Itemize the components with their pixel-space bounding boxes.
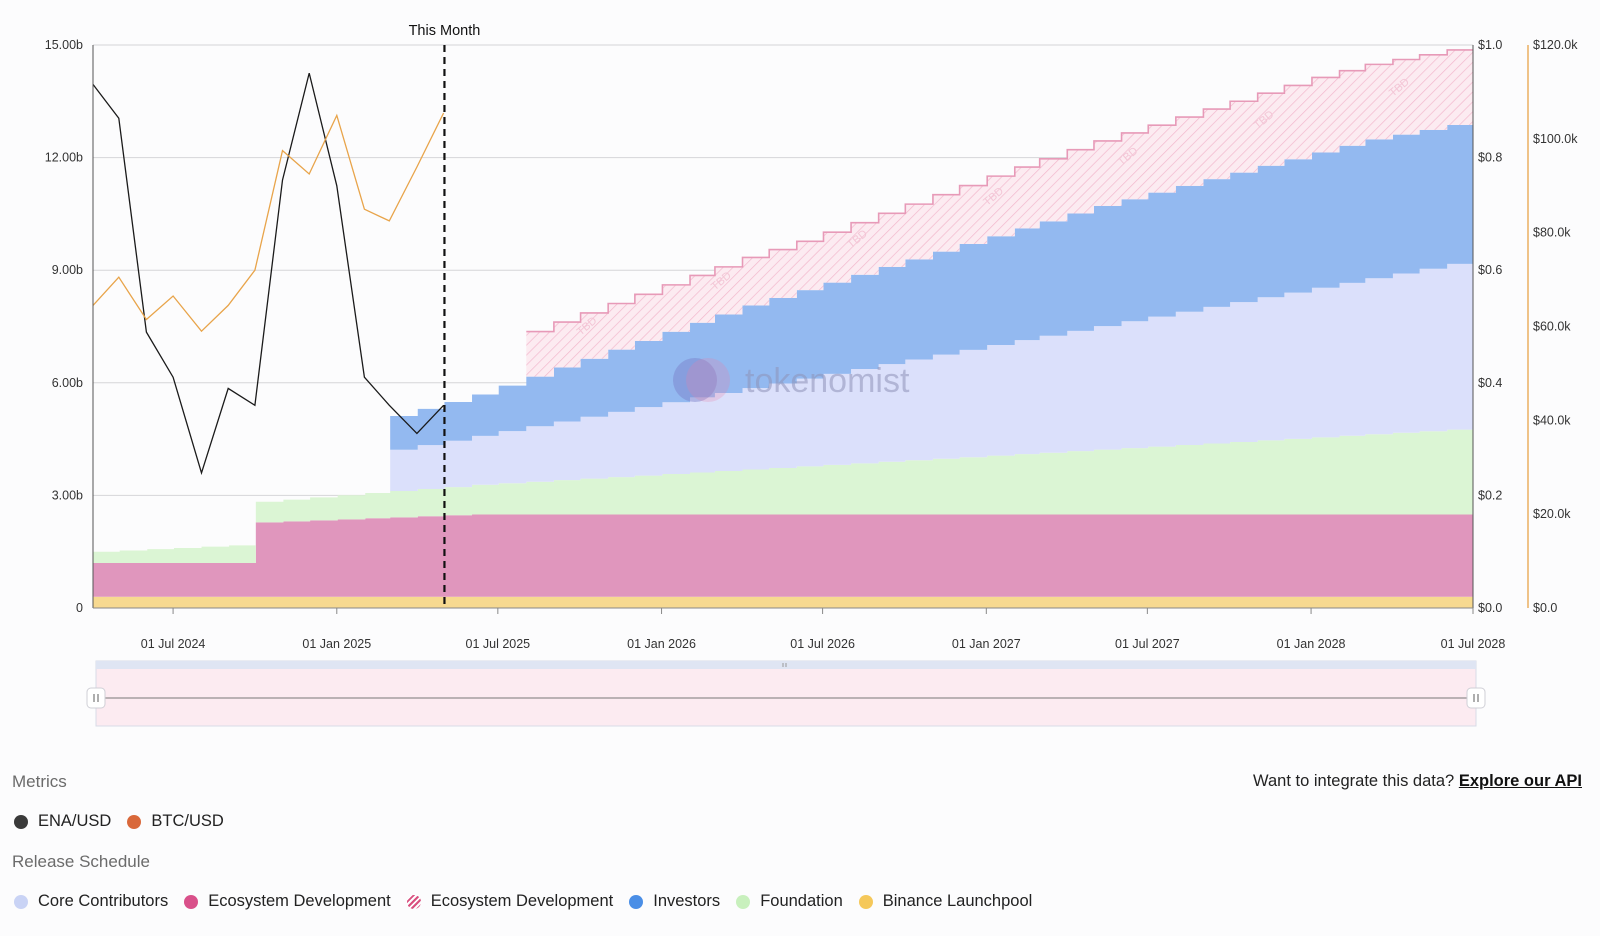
x-tick-label: 01 Jan 2027 [952,637,1021,651]
legend-item-btc-usd[interactable]: BTC/USD [127,812,224,831]
legend-label: Ecosystem Development [208,892,391,910]
left-tick-label: 6.00b [52,376,83,390]
ena-tick-label: $0.2 [1478,488,1502,502]
x-tick-label: 01 Jul 2026 [790,637,855,651]
line-ena-usd [92,72,445,476]
area-ecosystem-development-tbd [526,49,1473,377]
x-tick-label: 01 Jan 2028 [1277,637,1346,651]
legend-label: Binance Launchpool [882,892,1033,910]
legend-label: ENA/USD [38,812,112,830]
api-prefix: Want to integrate this data? [1253,772,1455,790]
api-promo: Want to integrate this data? Explore our… [1253,772,1582,791]
tokenomist-logo-icon [673,358,717,402]
metrics-legend: ENA/USD BTC/USD [14,812,240,831]
drag-handle-icon [1466,687,1486,709]
area-binance-launchpool [93,596,1473,608]
ena-tick-label: $1.0 [1478,38,1502,52]
legend-item-ecosystem-development[interactable]: Ecosystem Development [184,892,391,911]
btc-tick-label: $60.0k [1533,320,1571,334]
legend-label: Ecosystem Development [430,892,614,910]
legend-item-investors[interactable]: Investors [629,892,720,911]
btc-tick-label: $80.0k [1533,226,1571,240]
legend-label: BTC/USD [151,812,224,830]
legend-item-binance-launchpool[interactable]: Binance Launchpool [858,892,1033,911]
btc-tick-label: $0.0 [1533,601,1557,615]
tokenomist-logo-icon [686,358,730,402]
ena-tick-label: $0.6 [1478,263,1502,277]
circle-icon [736,894,751,909]
left-tick-label: 9.00b [52,263,83,277]
x-tick-label: 01 Jan 2026 [627,637,696,651]
unlock-chart: TBD TBD TBD TBD TBD TBD TBD tokenomist 0 3.00b 6… [45,23,1578,727]
schedule-legend: Core Contributors Ecosystem Development … [14,892,1048,911]
navigator-left-handle[interactable] [86,687,106,709]
area-ecosystem-development [93,514,1473,597]
x-tick-label: 01 Jul 2027 [1115,637,1180,651]
tbd-top-border [526,49,1473,333]
legend-item-ecosystem-development-tbd[interactable]: Ecosystem Development [406,892,614,911]
ena-tick-label: $0.0 [1478,601,1502,615]
x-tick-label: 01 Jan 2025 [302,637,371,651]
circle-icon [14,814,28,829]
legend-item-ena-usd[interactable]: ENA/USD [14,812,111,831]
left-tick-label: 0 [76,601,83,615]
circle-icon [858,894,873,909]
circle-icon [184,894,199,909]
x-tick-label: 01 Jul 2024 [141,637,206,651]
legend-label: Core Contributors [38,892,169,910]
watermark-text: tokenomist [745,362,910,400]
circle-icon [14,894,28,909]
metrics-title: Metrics [12,772,67,791]
legend-label: Foundation [760,892,843,910]
navigator-top-grip [782,663,787,667]
ena-tick-label: $0.8 [1478,151,1502,165]
legend-item-core-contributors[interactable]: Core Contributors [14,892,168,911]
circle-icon [629,894,644,909]
navigator-right-handle[interactable] [1466,687,1486,709]
explore-api-link[interactable]: Explore our API [1458,772,1582,790]
legend-label: Investors [653,892,721,910]
drag-handle-icon [86,687,106,709]
hatched-circle-icon [406,894,421,909]
btc-tick-label: $40.0k [1533,413,1571,427]
btc-tick-label: $120.0k [1533,38,1578,52]
this-month-label: This Month [409,23,481,39]
x-tick-label: 01 Jul 2028 [1441,637,1506,651]
btc-tick-label: $20.0k [1533,507,1571,521]
legend-item-foundation[interactable]: Foundation [736,892,843,911]
area-investors [390,124,1473,450]
x-tick-label: 01 Jul 2025 [466,637,531,651]
ena-tick-label: $0.4 [1478,376,1502,390]
area-foundation [93,429,1473,563]
left-tick-label: 3.00b [52,488,83,502]
release-schedule-title: Release Schedule [12,852,150,871]
left-tick-label: 12.00b [45,151,83,165]
circle-icon [127,814,142,829]
left-tick-label: 15.00b [45,38,83,52]
area-core-contributors [390,263,1473,492]
line-btc-usd [92,112,445,333]
btc-tick-label: $100.0k [1533,132,1578,146]
navigator-window [95,660,1477,727]
